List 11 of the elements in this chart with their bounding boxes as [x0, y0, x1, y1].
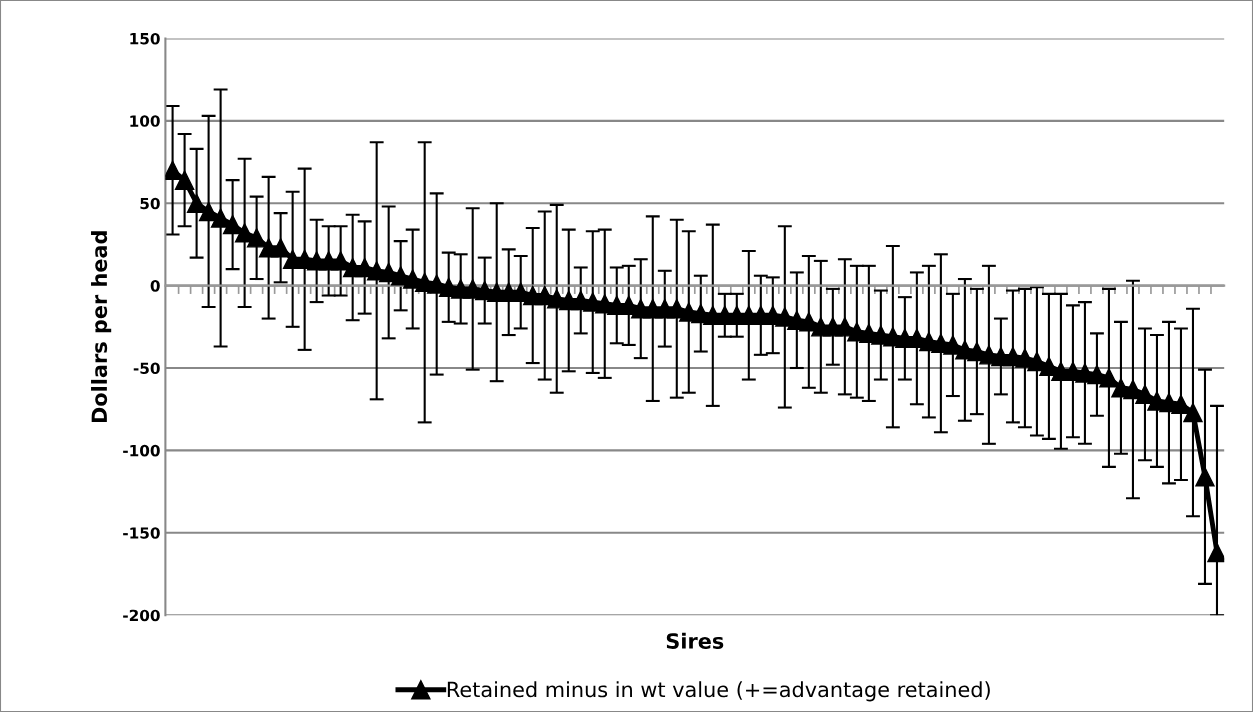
y-tick-label: -100 [123, 444, 160, 457]
y-tick-label: -50 [133, 362, 160, 375]
legend-label: Retained minus in wt value (+=advantage retained) [447, 681, 990, 702]
y-tick-label: 50 [140, 197, 160, 210]
y-tick-label: 0 [150, 280, 160, 292]
y-tick-label: 150 [130, 32, 160, 45]
y-tick-label: -150 [123, 527, 160, 539]
x-axis-title: Sires [666, 632, 724, 649]
y-tick-label: 100 [130, 115, 160, 127]
y-axis-title: Dollars per head [91, 231, 112, 423]
y-tick-label: -200 [123, 609, 160, 622]
